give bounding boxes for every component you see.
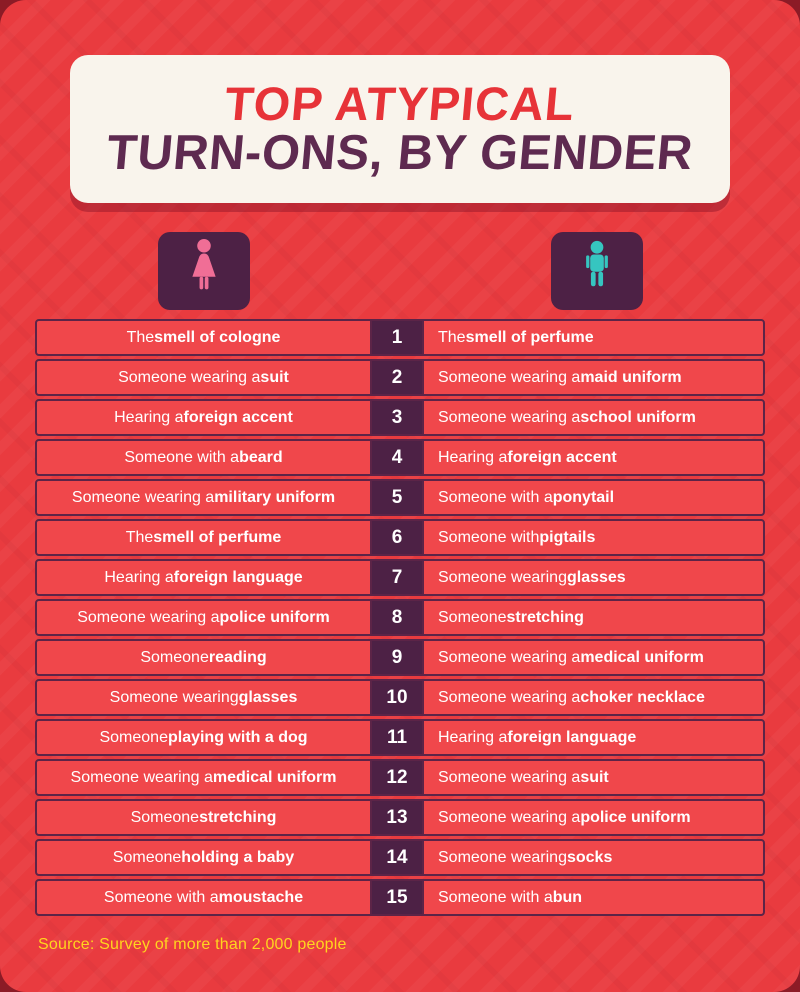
male-item: Someone wearing a maid uniform: [438, 368, 682, 386]
male-item: Someone wearing a school uniform: [438, 408, 696, 426]
male-item: Someone wearing socks: [438, 848, 613, 866]
title-line-1: TOP ATYPICAL: [222, 76, 578, 130]
male-item: Someone with pigtails: [438, 528, 596, 546]
rank-number: 11: [370, 721, 424, 754]
rank-number: 4: [370, 441, 424, 474]
rank-number: 5: [370, 481, 424, 514]
table-row: Someone holding a baby 14 Someone wearing …: [35, 839, 765, 876]
rank-number: 2: [370, 361, 424, 394]
female-item: Someone with a beard: [124, 448, 283, 466]
female-item: Hearing a foreign accent: [114, 408, 293, 426]
female-item: The smell of cologne: [126, 328, 281, 346]
table-row: Someone stretching 13 Someone wearing a po…: [35, 799, 765, 836]
table-row: Hearing a foreign language 7 Someone weari…: [35, 559, 765, 596]
male-item: Someone wearing a medical uniform: [438, 648, 704, 666]
female-icon-box: [157, 232, 250, 310]
female-item: Someone playing with a dog: [99, 728, 308, 746]
table-row: Someone wearing glasses 10 Someone wearing…: [35, 679, 765, 716]
table-row: Someone wearing a medical uniform 12 Someo…: [35, 759, 765, 796]
female-item: Someone wearing a suit: [118, 368, 289, 386]
rank-number: 14: [370, 841, 424, 874]
male-item: Someone stretching: [438, 608, 584, 626]
female-item: Someone wearing a police uniform: [77, 608, 330, 626]
female-item: Someone with a moustache: [103, 888, 304, 906]
rank-number: 7: [370, 561, 424, 594]
rankings-table: The smell of cologne 1 The smell of perfum…: [35, 319, 765, 916]
female-column-header: [35, 232, 372, 310]
header-box: TOP ATYPICAL TURN-ONS, BY GENDER: [70, 55, 730, 203]
source-note: Source: Survey of more than 2,000 people: [38, 936, 347, 953]
male-item: Someone wearing a police uniform: [438, 808, 691, 826]
female-item: Someone stretching: [130, 808, 277, 826]
rank-number: 3: [370, 401, 424, 434]
table-row: Someone with a beard 4 Hearing a foreign a…: [35, 439, 765, 476]
female-item: The smell of perfume: [125, 528, 282, 546]
male-column-header: [428, 232, 765, 310]
table-row: Someone wearing a suit 2 Someone wearing a…: [35, 359, 765, 396]
table-row: The smell of cologne 1 The smell of perfum…: [35, 319, 765, 356]
table-row: The smell of perfume 6 Someone with pigtai…: [35, 519, 765, 556]
female-item: Someone wearing a medical uniform: [70, 768, 337, 786]
title-line-2: TURN-ONS, BY GENDER: [104, 125, 696, 180]
male-item: Hearing a foreign accent: [438, 448, 617, 466]
rank-number: 9: [370, 641, 424, 674]
male-item: Someone with a ponytail: [438, 488, 615, 506]
female-item: Someone reading: [140, 648, 267, 666]
male-item: Someone wearing a suit: [438, 768, 609, 786]
female-item: Hearing a foreign language: [104, 568, 303, 586]
female-item: Someone wearing glasses: [109, 688, 298, 706]
table-row: Someone playing with a dog 11 Hearing a fo…: [35, 719, 765, 756]
rank-number: 6: [370, 521, 424, 554]
table-row: Someone with a moustache 15 Someone with a…: [35, 879, 765, 916]
female-icon: [181, 238, 227, 305]
table-row: Someone reading 9 Someone wearing a medica…: [35, 639, 765, 676]
icons-center-spacer: [372, 232, 428, 310]
male-item: The smell of perfume: [438, 328, 594, 346]
female-item: Someone wearing a military uniform: [71, 488, 336, 506]
rank-number: 1: [370, 321, 424, 354]
male-icon: [575, 240, 619, 303]
table-row: Someone wearing a police uniform 8 Someone…: [35, 599, 765, 636]
male-item: Someone with a bun: [438, 888, 583, 906]
rank-number: 10: [370, 681, 424, 714]
rank-number: 13: [370, 801, 424, 834]
gender-icons-row: [35, 232, 765, 310]
male-icon-box: [550, 232, 643, 310]
table-row: Hearing a foreign accent 3 Someone wearing…: [35, 399, 765, 436]
table-row: Someone wearing a military uniform 5 Someo…: [35, 479, 765, 516]
male-item: Hearing a foreign language: [438, 728, 637, 746]
female-item: Someone holding a baby: [112, 848, 295, 866]
rank-number: 12: [370, 761, 424, 794]
rank-number: 15: [370, 881, 424, 914]
male-item: Someone wearing glasses: [438, 568, 626, 586]
rank-number: 8: [370, 601, 424, 634]
male-item: Someone wearing a choker necklace: [438, 688, 705, 706]
